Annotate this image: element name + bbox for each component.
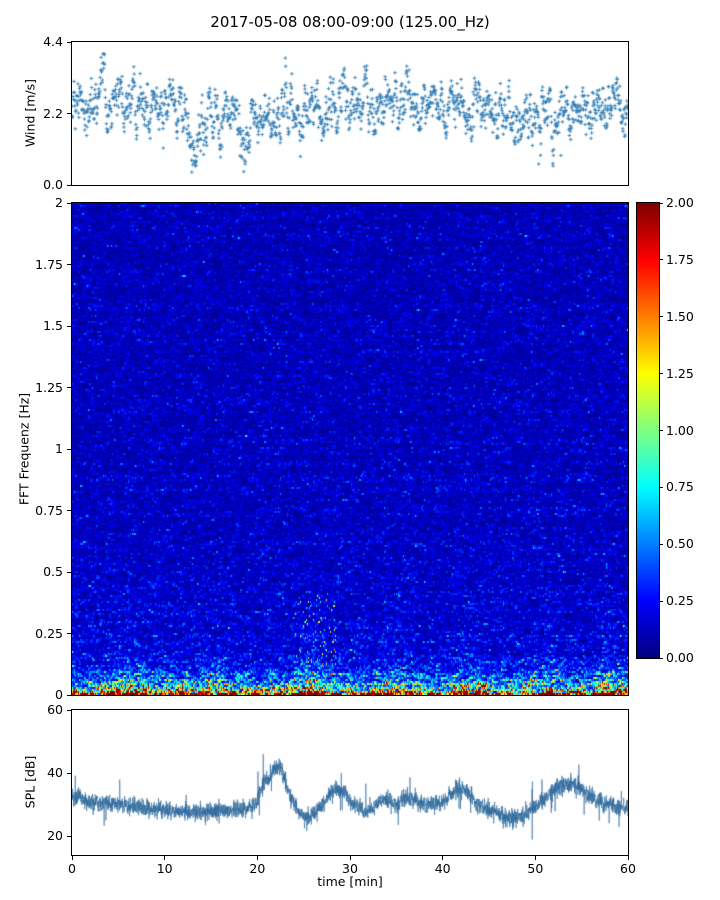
colorbar-tick (659, 202, 663, 204)
x-tick-label: 0 (68, 861, 76, 876)
wind-y-tick (67, 113, 71, 114)
wind-scatter-panel (71, 41, 629, 186)
spec-y-tick-label: 1.75 (35, 256, 63, 272)
colorbar-tick-label: 0.25 (666, 593, 694, 609)
wind-y-tick (67, 184, 71, 186)
x-tick-label: 60 (620, 861, 636, 876)
spl-line-canvas (72, 710, 628, 855)
spl-y-tick-label: 60 (47, 702, 63, 717)
spec-y-tick-label: 0.5 (43, 564, 63, 579)
x-tick-label: 30 (342, 861, 358, 876)
colorbar-tick (659, 430, 663, 431)
colorbar-tick-label: 1.75 (666, 251, 694, 267)
colorbar-tick (659, 373, 663, 375)
spec-y-tick (67, 633, 71, 634)
spec-y-tick (67, 325, 71, 327)
spec-y-tick (67, 448, 71, 450)
wind-scatter-canvas (72, 42, 628, 185)
spl-y-tick-label: 40 (47, 765, 63, 781)
x-tick (442, 856, 444, 860)
colorbar-tick (659, 259, 663, 261)
spl-y-tick (67, 709, 71, 711)
colorbar-tick-label: 1.00 (666, 422, 694, 438)
spec-y-tick (67, 387, 71, 388)
spl-y-axis-label: SPL [dB] (22, 755, 38, 809)
x-tick (627, 856, 629, 860)
x-tick-label: 40 (434, 861, 451, 876)
colorbar-tick (659, 486, 663, 488)
spl-y-tick (67, 772, 71, 774)
spec-y-tick-label: 0.75 (35, 502, 63, 518)
spec-y-tick-label: 1.5 (43, 318, 63, 333)
x-tick-label: 10 (156, 861, 173, 876)
spl-line-panel (71, 709, 629, 856)
figure-title: 2017-05-08 08:00-09:00 (125.00_Hz) (210, 13, 490, 31)
x-tick-label: 50 (527, 861, 544, 876)
wind-y-tick-label: 4.4 (43, 34, 63, 49)
colorbar-tick-label: 0.00 (666, 650, 694, 665)
colorbar-tick-label: 0.50 (666, 536, 694, 552)
colorbar-tick (659, 316, 663, 318)
x-tick (164, 856, 166, 860)
spectrogram-panel (71, 202, 629, 696)
x-tick (534, 856, 536, 860)
spec-y-tick (67, 571, 71, 573)
spec-y-tick (67, 694, 71, 696)
spec-y-tick-label: 1.25 (35, 379, 63, 395)
colorbar-tick-label: 1.50 (666, 308, 694, 324)
colorbar (636, 202, 660, 659)
colorbar-canvas (637, 203, 659, 658)
wind-y-tick-label: 0.0 (43, 177, 63, 192)
colorbar-tick-label: 1.25 (666, 365, 694, 381)
wind-y-tick (67, 41, 71, 43)
spl-y-tick-label: 20 (47, 828, 63, 844)
spec-y-tick (67, 510, 71, 511)
colorbar-tick (659, 657, 663, 659)
spec-y-tick-label: 2 (55, 195, 63, 210)
spl-y-tick (67, 835, 71, 837)
spec-y-tick-label: 0.25 (35, 625, 63, 641)
spectrogram-canvas (72, 203, 628, 695)
colorbar-tick-label: 2.00 (666, 195, 694, 210)
wind-y-tick-label: 2.2 (43, 105, 63, 121)
spec-y-tick-label: 0 (55, 687, 63, 702)
colorbar-tick-label: 0.75 (666, 479, 694, 495)
spec-y-tick (67, 202, 71, 204)
x-tick (256, 856, 258, 860)
spec-y-tick (67, 264, 71, 265)
x-tick (349, 856, 351, 860)
x-tick (71, 856, 73, 860)
colorbar-tick (659, 543, 663, 545)
x-tick-label: 20 (249, 861, 266, 876)
colorbar-tick (659, 600, 663, 602)
spec-y-tick-label: 1 (55, 441, 63, 456)
x-axis-label: time [min] (317, 874, 383, 889)
